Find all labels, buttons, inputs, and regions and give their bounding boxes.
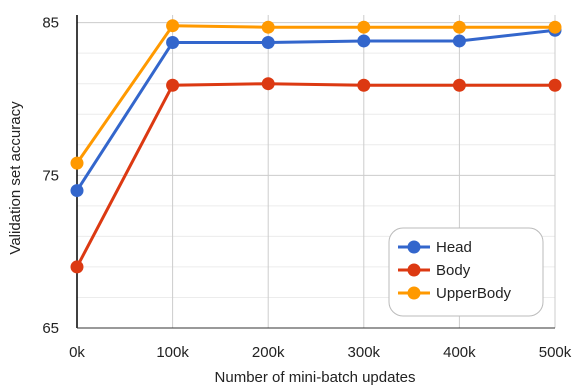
y-tick-label: 65 (42, 320, 59, 337)
data-point (166, 35, 180, 49)
legend-swatch-marker (407, 240, 421, 254)
x-tick-label: 500k (539, 344, 572, 361)
data-point (548, 78, 562, 92)
data-point (166, 19, 180, 33)
legend-swatch-marker (407, 263, 421, 277)
data-point (357, 78, 371, 92)
series-line (75, 24, 555, 164)
series-head (70, 23, 562, 198)
tick-labels: 65 75 85 0k 100k 200k 300k 400k 500k (42, 15, 571, 361)
data-point (452, 78, 466, 92)
x-tick-label: 400k (443, 344, 476, 361)
legend: Head Body UpperBody (388, 227, 544, 317)
y-tick-label: 75 (42, 167, 59, 184)
data-point (166, 78, 180, 92)
legend-items: Head Body UpperBody (398, 239, 512, 302)
data-point (261, 77, 275, 91)
y-tick-label: 85 (42, 15, 59, 32)
x-tick-label: 100k (156, 344, 189, 361)
legend-swatch-marker (407, 286, 421, 300)
data-point (261, 35, 275, 49)
series-line (75, 28, 556, 192)
series-upperbody (70, 19, 562, 170)
legend-label: UpperBody (436, 285, 512, 302)
data-point (548, 20, 562, 34)
data-point (452, 20, 466, 34)
data-point (357, 20, 371, 34)
legend-label: Body (436, 262, 471, 279)
data-point (357, 34, 371, 48)
y-axis-title: Validation set accuracy (7, 101, 24, 255)
series-body (70, 77, 562, 274)
x-tick-label: 0k (69, 344, 85, 361)
data-point (70, 156, 84, 170)
series-line (75, 82, 555, 268)
data-point (70, 184, 84, 198)
axes (76, 15, 555, 329)
legend-label: Head (436, 239, 472, 256)
x-tick-label: 300k (348, 344, 381, 361)
data-point (70, 260, 84, 274)
series-lines (70, 19, 562, 274)
x-tick-label: 200k (252, 344, 285, 361)
data-point (452, 34, 466, 48)
x-axis-title: Number of mini-batch updates (215, 369, 416, 385)
data-point (261, 20, 275, 34)
